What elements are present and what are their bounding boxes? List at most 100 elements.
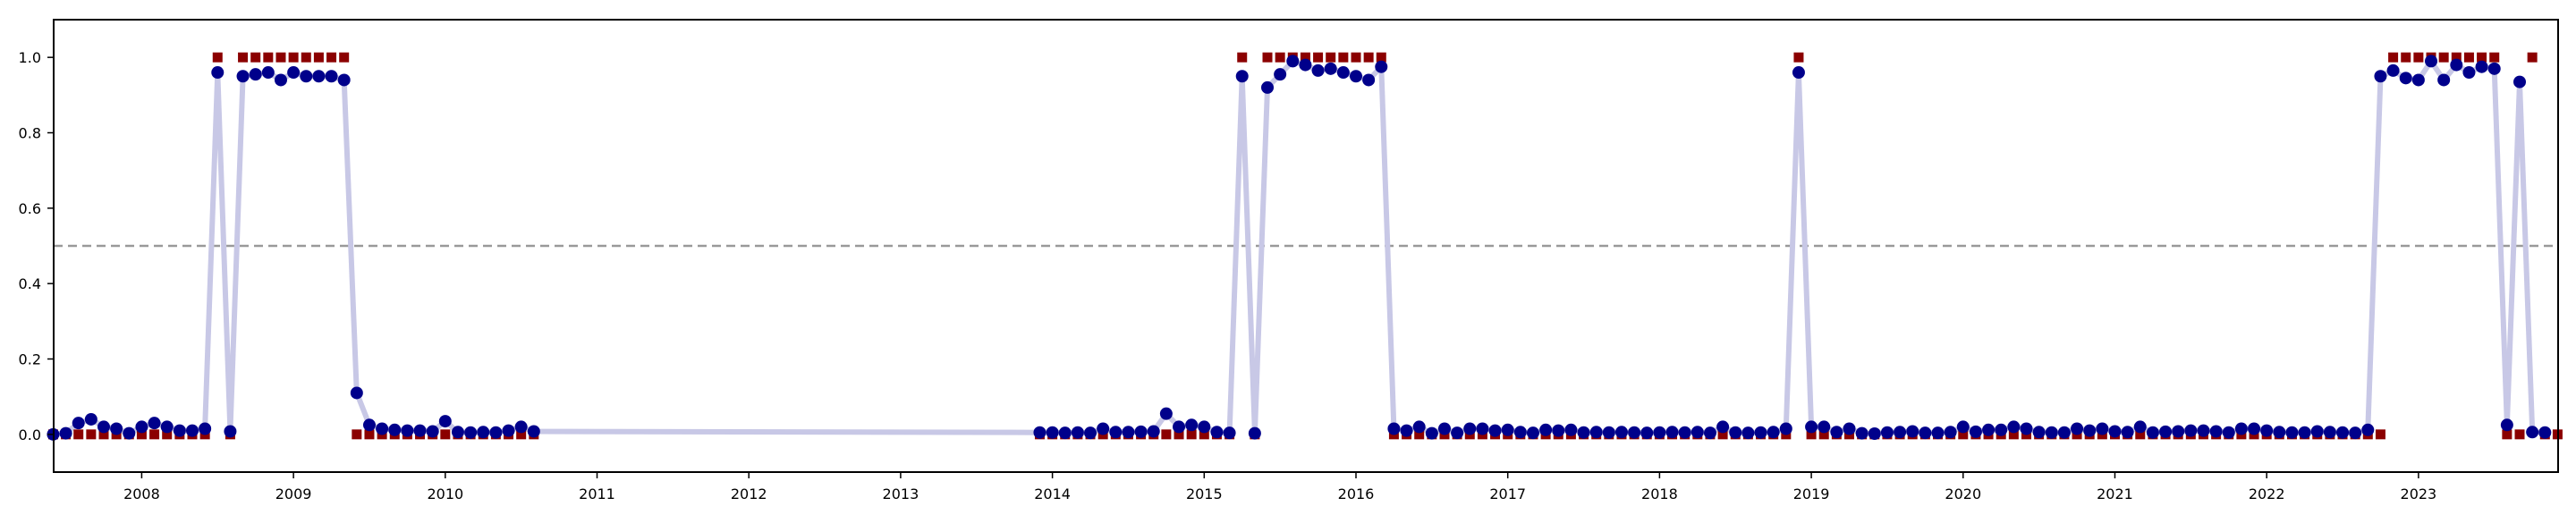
marker-square bbox=[250, 52, 261, 63]
marker-square bbox=[136, 429, 147, 440]
data-point bbox=[312, 70, 326, 83]
data-point bbox=[438, 415, 452, 428]
marker-square bbox=[301, 52, 311, 63]
data-point bbox=[261, 66, 275, 80]
data-point bbox=[224, 425, 237, 438]
data-point bbox=[1147, 425, 1160, 438]
data-point bbox=[97, 420, 110, 434]
x-tick-label: 2014 bbox=[1034, 485, 1071, 502]
data-point bbox=[72, 417, 85, 430]
data-point bbox=[2222, 426, 2235, 439]
data-point bbox=[185, 424, 199, 437]
plot-frame bbox=[53, 19, 2559, 473]
data-point bbox=[1653, 426, 1666, 439]
data-point bbox=[211, 66, 225, 80]
marker-square bbox=[440, 429, 451, 440]
data-point bbox=[401, 424, 414, 437]
data-point bbox=[1134, 425, 1148, 438]
data-point bbox=[2172, 425, 2185, 438]
data-point bbox=[1729, 426, 1742, 439]
marker-square bbox=[2463, 52, 2474, 63]
marker-square bbox=[2451, 52, 2462, 63]
data-point bbox=[1336, 66, 1350, 80]
data-point bbox=[1628, 426, 1641, 439]
marker-square bbox=[73, 429, 84, 440]
data-point bbox=[527, 425, 540, 438]
data-point bbox=[1716, 420, 1730, 434]
y-tick-label: 0.2 bbox=[19, 351, 41, 368]
marker-square bbox=[1958, 429, 1969, 440]
data-point bbox=[2209, 425, 2223, 438]
data-point bbox=[1033, 426, 1046, 439]
series-line bbox=[53, 58, 2546, 437]
y-tick-label: 0.4 bbox=[19, 275, 41, 292]
data-point bbox=[1071, 426, 1084, 439]
data-point bbox=[1741, 426, 1755, 440]
data-point bbox=[1046, 426, 1059, 439]
x-tick-label: 2008 bbox=[123, 485, 160, 502]
data-point bbox=[2399, 72, 2412, 85]
marker-square bbox=[2375, 429, 2385, 440]
data-point bbox=[2475, 60, 2488, 73]
data-point bbox=[1463, 422, 1477, 435]
marker-square bbox=[2527, 52, 2538, 63]
marker-square bbox=[98, 429, 109, 440]
data-point bbox=[2298, 426, 2311, 439]
data-point bbox=[451, 426, 464, 439]
data-point bbox=[2310, 425, 2324, 438]
data-point bbox=[135, 420, 148, 434]
data-point bbox=[2159, 425, 2173, 438]
data-point bbox=[84, 412, 97, 426]
data-point bbox=[2411, 73, 2425, 87]
marker-square bbox=[1313, 52, 1324, 63]
data-point bbox=[2045, 426, 2058, 439]
data-point bbox=[300, 70, 313, 83]
data-point bbox=[2462, 66, 2476, 80]
marker-square bbox=[86, 429, 97, 440]
x-tick-label: 2021 bbox=[2097, 485, 2133, 502]
data-point bbox=[1602, 426, 1615, 439]
marker-square bbox=[1338, 52, 1349, 63]
data-point bbox=[1513, 426, 1527, 439]
marker-square bbox=[1174, 429, 1184, 440]
data-point bbox=[2526, 426, 2539, 439]
marker-square bbox=[288, 52, 299, 63]
marker-square bbox=[2477, 52, 2487, 63]
data-point bbox=[2386, 63, 2400, 77]
data-point bbox=[2487, 62, 2501, 75]
marker-square bbox=[1326, 52, 1336, 63]
data-point bbox=[1058, 426, 1072, 440]
data-point bbox=[2336, 426, 2350, 439]
data-point bbox=[2020, 422, 2033, 435]
data-point bbox=[1097, 422, 1110, 435]
data-point bbox=[2425, 55, 2438, 68]
marker-square bbox=[212, 52, 223, 63]
data-point bbox=[1375, 60, 1388, 73]
data-point bbox=[1818, 420, 1831, 434]
data-point bbox=[160, 420, 174, 434]
y-tick-label: 0.6 bbox=[19, 200, 41, 217]
marker-square bbox=[149, 429, 160, 440]
marker-square bbox=[1237, 52, 1248, 63]
y-tick-label: 1.0 bbox=[19, 49, 41, 66]
data-point bbox=[1690, 426, 1704, 439]
data-point bbox=[1564, 423, 1578, 436]
marker-square bbox=[1414, 429, 1425, 440]
data-point bbox=[1589, 426, 1603, 439]
data-point bbox=[1223, 426, 1236, 440]
x-tick-label: 2013 bbox=[883, 485, 919, 502]
data-point bbox=[199, 422, 212, 435]
data-point bbox=[2361, 423, 2375, 436]
data-point bbox=[1412, 420, 1426, 434]
x-tick-label: 2023 bbox=[2401, 485, 2437, 502]
data-point bbox=[2057, 426, 2071, 439]
data-point bbox=[1906, 425, 1919, 438]
axes: 2008 2009 2010 2011 2012 2013 2014 2015 2016 2017… bbox=[19, 19, 2559, 502]
data-point bbox=[2121, 426, 2134, 439]
data-point bbox=[388, 423, 402, 436]
data-point bbox=[325, 70, 338, 83]
data-point bbox=[502, 424, 515, 437]
data-point bbox=[2197, 424, 2210, 437]
data-point bbox=[426, 425, 439, 438]
